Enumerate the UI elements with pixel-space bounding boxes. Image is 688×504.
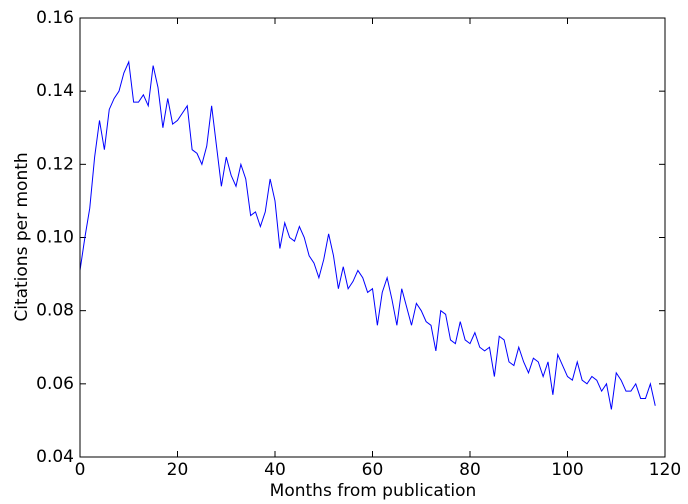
y-axis-label: Citations per month	[12, 152, 32, 321]
y-tick-label: 0.16	[36, 8, 74, 28]
data-line	[79, 60, 656, 410]
y-tick-label: 0.14	[36, 81, 74, 101]
x-tick-label: 100	[551, 460, 583, 480]
x-tick-label: 120	[649, 460, 681, 480]
x-tick-label: 60	[362, 460, 384, 480]
y-tick-label: 0.08	[36, 301, 74, 321]
plot-frame	[79, 17, 666, 458]
y-tick-label: 0.06	[36, 374, 74, 394]
x-axis-label: Months from publication	[270, 481, 477, 501]
x-tick-label: 40	[264, 460, 286, 480]
x-tick-label: 0	[75, 460, 86, 480]
y-tick-label: 0.10	[36, 228, 74, 248]
y-tick-label: 0.04	[36, 447, 74, 467]
x-tick-label: 20	[167, 460, 189, 480]
y-tick-label: 0.12	[36, 154, 74, 174]
x-tick-label: 80	[459, 460, 481, 480]
